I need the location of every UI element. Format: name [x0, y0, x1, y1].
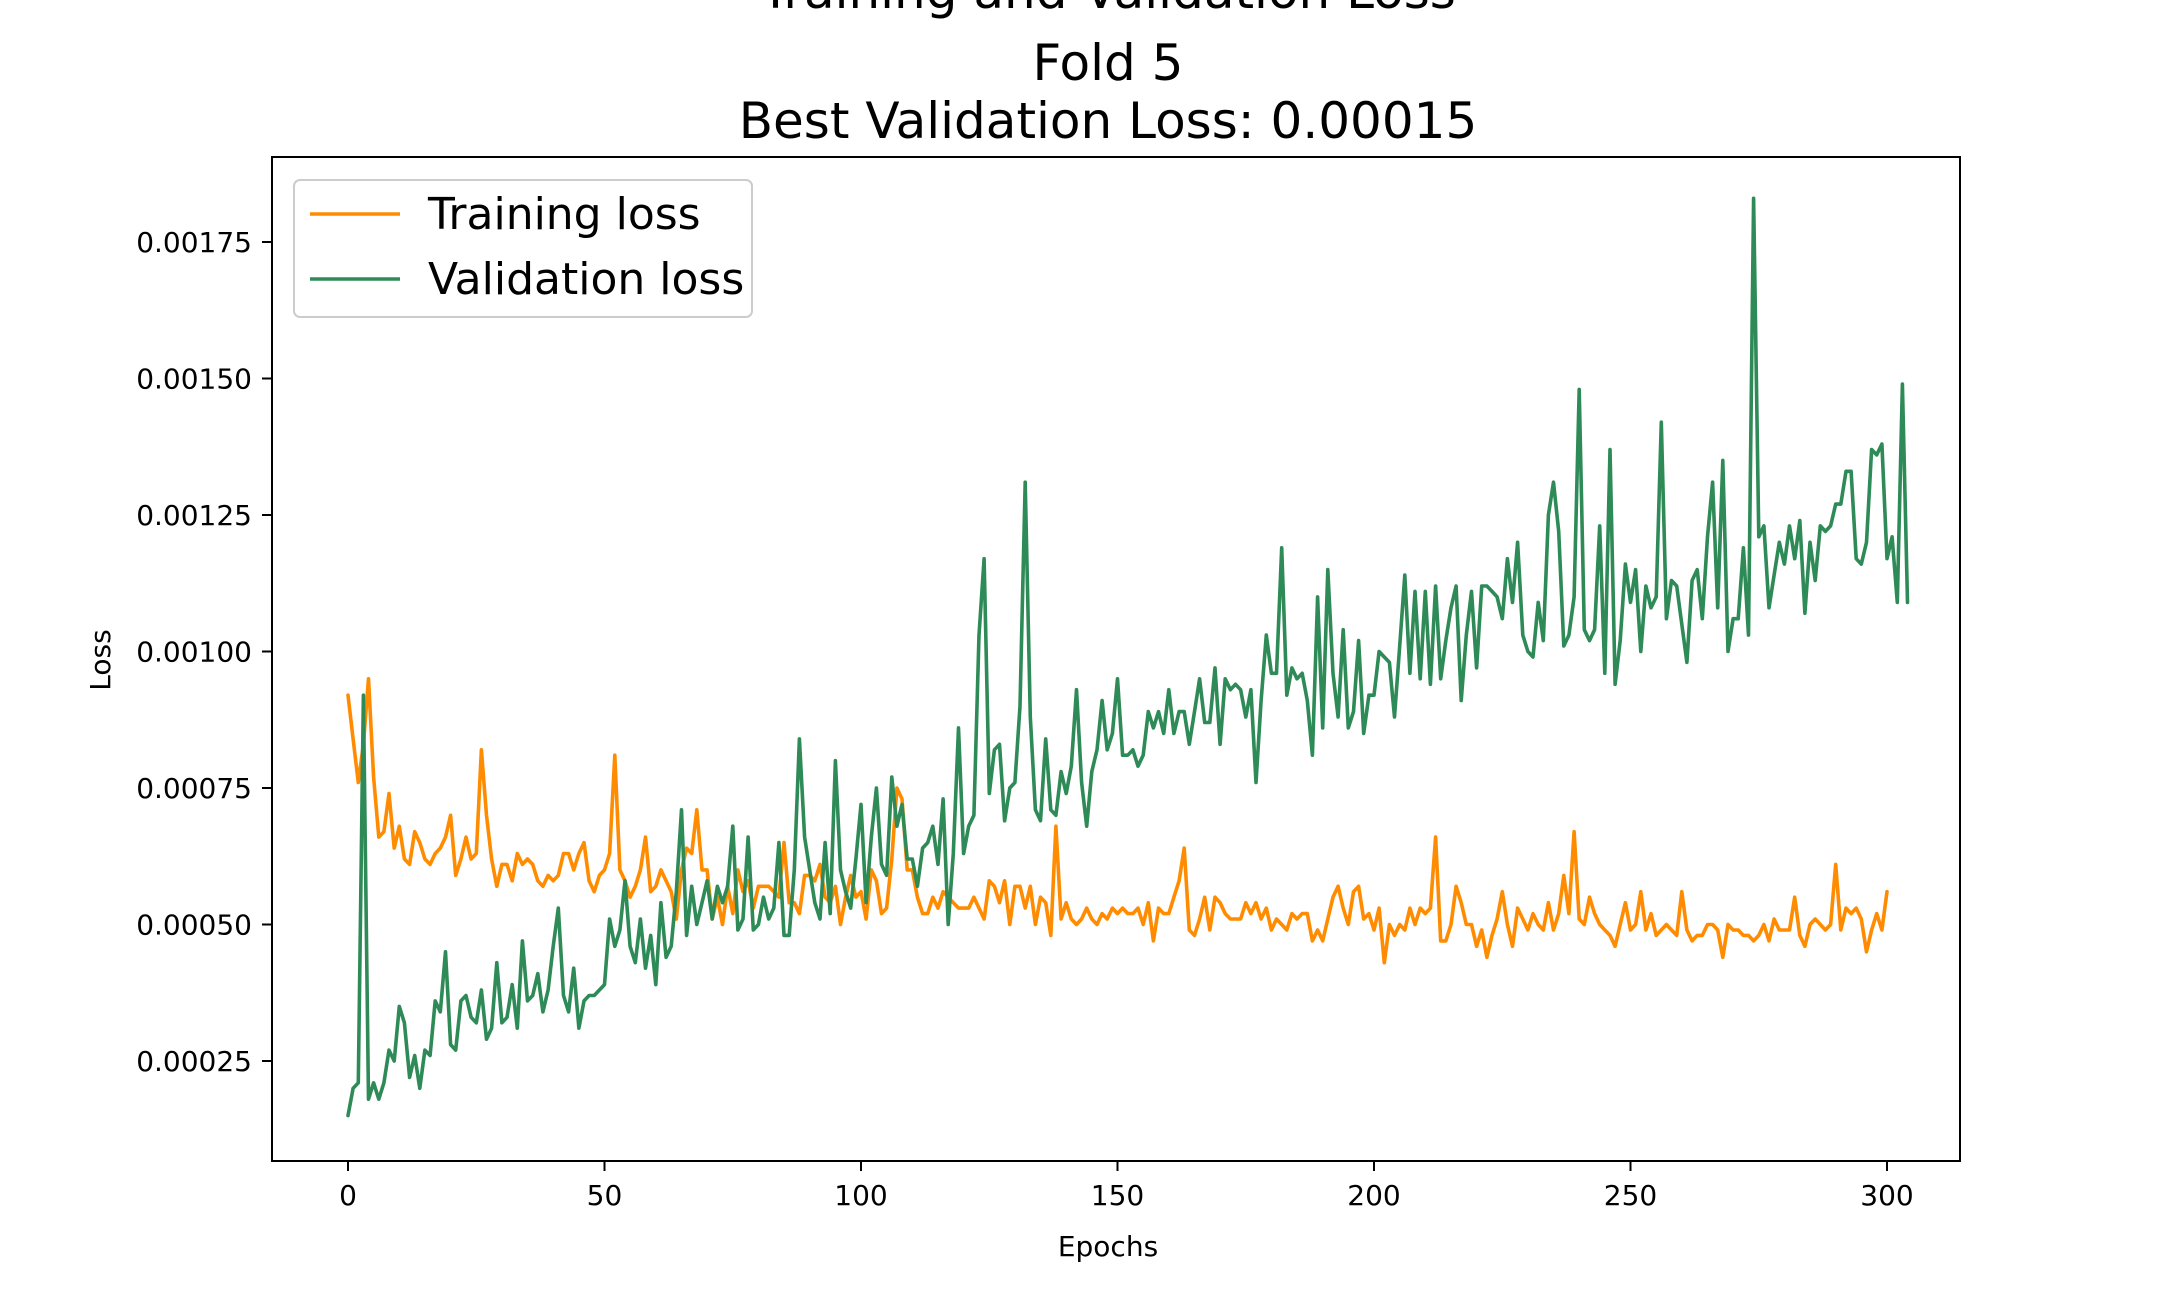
- x-tick-label: 50: [587, 1179, 623, 1212]
- x-tick-label: 200: [1347, 1179, 1400, 1212]
- title-line-2: Fold 5: [1033, 34, 1184, 92]
- y-tick-label: 0.00125: [136, 499, 252, 532]
- y-tick-label: 0.00050: [136, 909, 252, 942]
- x-tick-label: 150: [1091, 1179, 1144, 1212]
- y-tick-label: 0.00075: [136, 772, 252, 805]
- x-tick-label: 250: [1604, 1179, 1657, 1212]
- x-tick-label: 300: [1860, 1179, 1913, 1212]
- x-tick-label: 0: [339, 1179, 357, 1212]
- series-line-training-loss: [346, 676, 1889, 965]
- series-line-validation-loss: [346, 196, 1910, 1118]
- title-line-3: Best Validation Loss: 0.00015: [739, 92, 1478, 150]
- y-tick-label: 0.00150: [136, 363, 252, 396]
- title-line-1: Training and Validation Loss: [759, 0, 1456, 20]
- y-axis-label: Loss: [84, 629, 117, 690]
- x-tick-label: 100: [834, 1179, 887, 1212]
- legend: Training loss Validation loss: [293, 179, 753, 318]
- y-tick-label: 0.00175: [136, 226, 252, 259]
- plot-area: 0 50 100 150 200 250 300 0.00025 0.00050 0.00075 0…: [136, 156, 1961, 1212]
- y-tick-label: 0.00025: [136, 1045, 252, 1078]
- plot-frame: [271, 156, 1961, 1162]
- chart-title: Training and Validation Loss Fold 5 Best…: [739, 0, 1478, 150]
- legend-label-validation-loss: Validation loss: [428, 254, 744, 305]
- y-tick-label: 0.00100: [136, 636, 252, 669]
- legend-label-training-loss: Training loss: [427, 189, 701, 240]
- legend-box: [293, 179, 753, 318]
- x-axis-label: Epochs: [1058, 1230, 1158, 1263]
